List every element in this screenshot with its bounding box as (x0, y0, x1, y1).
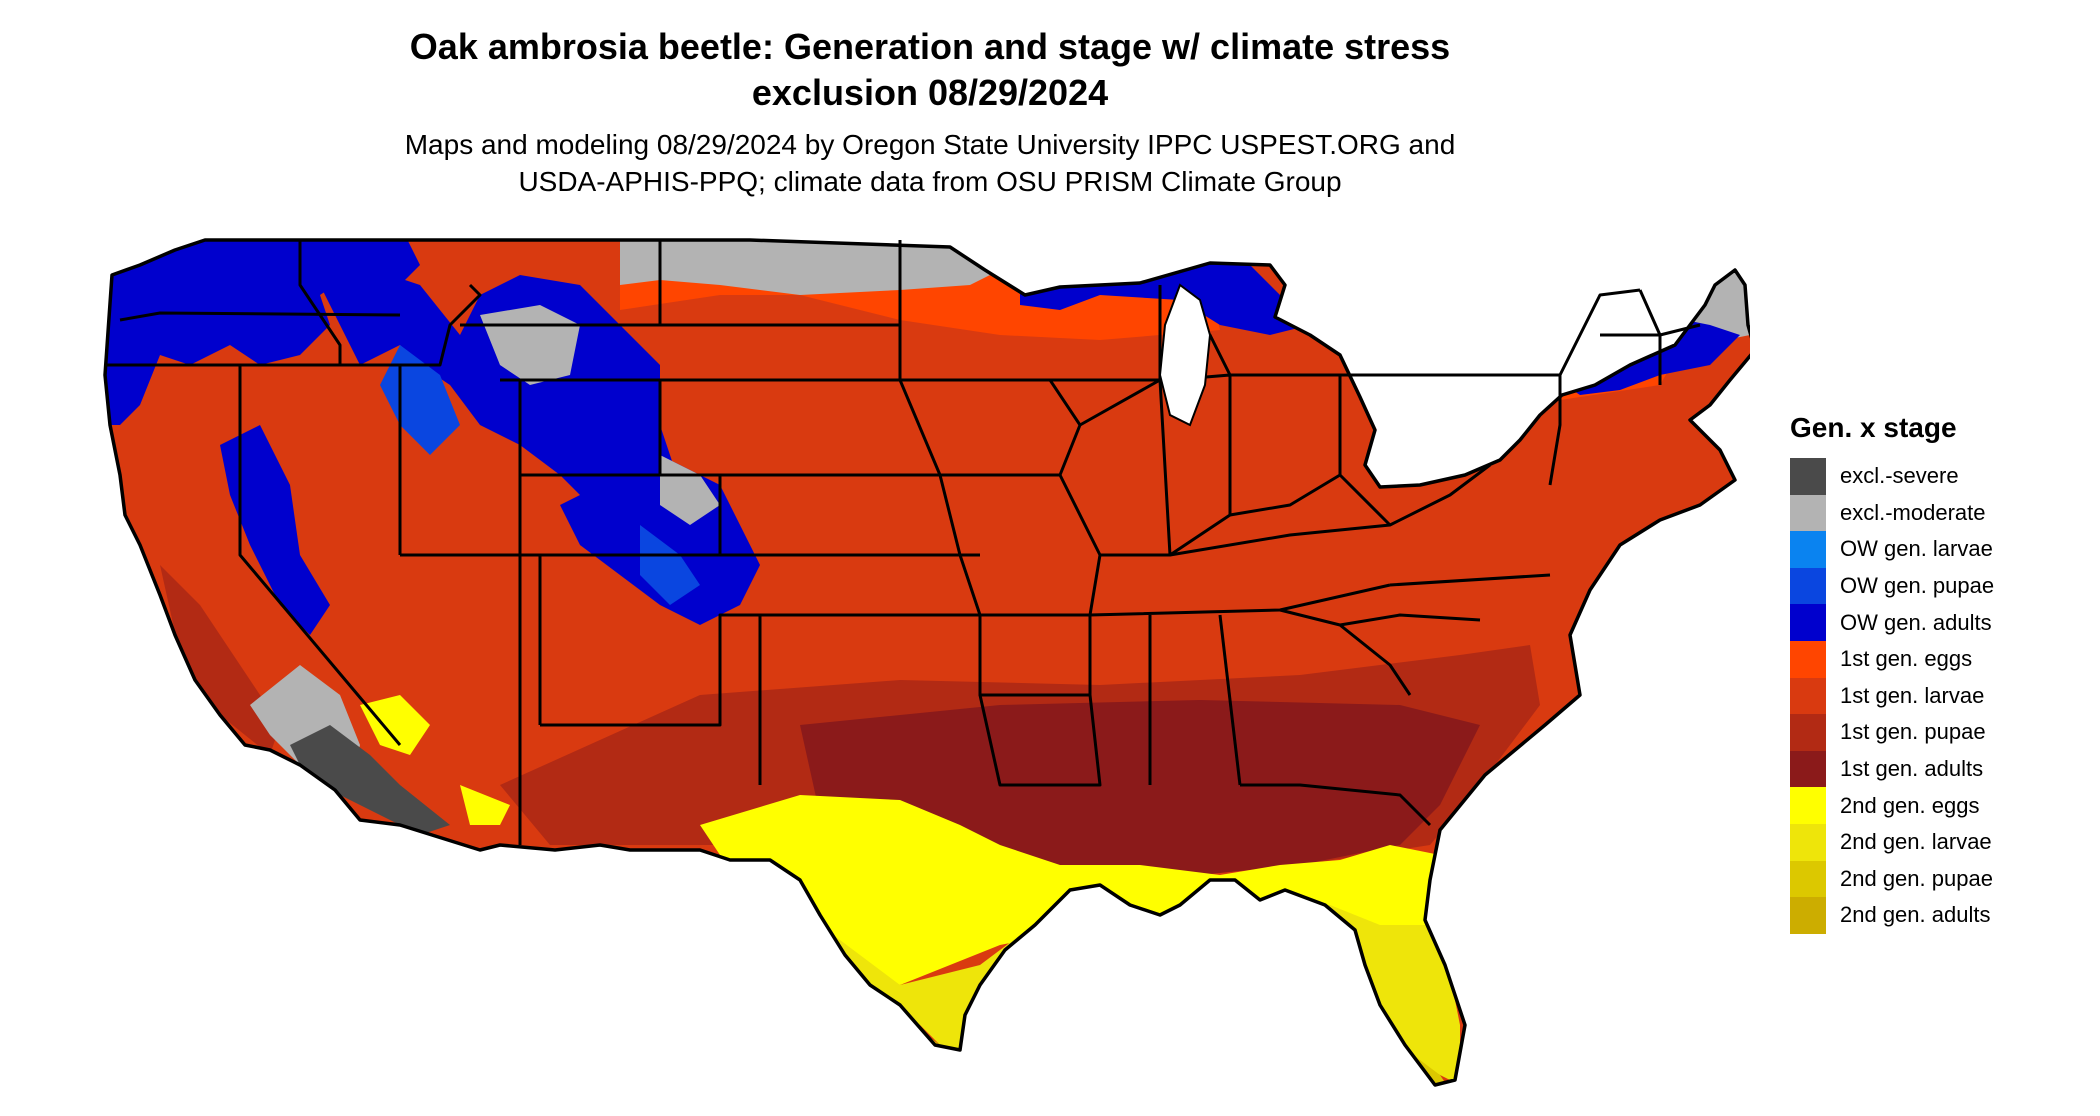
legend-swatch (1790, 714, 1826, 751)
region-excl-moderate-dakotas (620, 240, 1000, 295)
border-id-east (298, 240, 482, 367)
border-pa-ny (1340, 373, 1562, 486)
border-ca-nv (238, 365, 402, 746)
legend-label: 1st gen. eggs (1840, 646, 1973, 672)
border-co (540, 473, 722, 557)
legend-item: excl.-moderate (1790, 494, 1994, 532)
map-subtitle-line-1: Maps and modeling 08/29/2024 by Oregon S… (404, 129, 1456, 160)
legend-item: excl.-severe (1790, 458, 1994, 495)
border-nm-tx (540, 613, 762, 785)
border-va-nc (1389, 573, 1551, 587)
map-subtitle: Maps and modeling 08/29/2024 by Oregon S… (0, 126, 1860, 200)
legend-label: 2nd gen. pupae (1840, 865, 1993, 891)
region-excl-severe-southwest (290, 725, 450, 835)
legend-items: excl.-severe excl.-moderate OW gen. larvae… (1790, 458, 1994, 934)
border-la-ms (978, 694, 1102, 787)
region-2nd-gen-eggs-arizona (360, 695, 510, 825)
border-ar-la (978, 615, 1092, 697)
border-ga-sc (1279, 608, 1412, 696)
legend-title: Gen. x stage (1790, 412, 1957, 443)
border-nd-sd (658, 240, 900, 327)
legend-item: OW gen. larvae (1790, 531, 1994, 568)
legend-label: excl.-severe (1840, 463, 1959, 489)
legend-item: 2nd gen. larvae (1790, 823, 1994, 861)
border-fl (1240, 783, 1432, 827)
region-ow-pupae-rockies (380, 345, 700, 605)
legend-item: 2nd gen. eggs (1790, 787, 1994, 824)
legend-swatch (1790, 677, 1826, 715)
legend-item: 1st gen. pupae (1790, 714, 1994, 751)
region-2nd-gen-larvae (740, 885, 1460, 1085)
legend-label: 1st gen. adults (1840, 756, 1984, 782)
border-ny-east (1558, 288, 1641, 376)
state-borders (105, 240, 1701, 845)
legend-item: 1st gen. larvae (1790, 677, 1994, 715)
gen-stage-regions (105, 240, 1750, 1085)
legend: Gen. x stage excl.-severe excl.-moderate O… (1790, 412, 1994, 934)
legend-swatch (1790, 787, 1826, 824)
legend-item: 2nd gen. adults (1790, 897, 1994, 934)
legend-swatch (1790, 604, 1826, 641)
legend-swatch (1790, 494, 1826, 532)
legend-item: 1st gen. adults (1790, 750, 1994, 788)
legend-swatch (1790, 640, 1826, 678)
map-title: Oak ambrosia beetle: Generation and stag… (0, 24, 1860, 116)
legend-label: OW gen. pupae (1840, 573, 1995, 599)
legend-swatch (1790, 458, 1826, 495)
map-title-line-1: Oak ambrosia beetle: Generation and stag… (409, 26, 1451, 67)
legend-swatch (1790, 860, 1826, 898)
legend-label: OW gen. larvae (1840, 536, 1993, 562)
legend-swatch (1790, 531, 1826, 568)
border-mo (938, 474, 1102, 617)
border-va-wv (1338, 463, 1491, 527)
legend-item: 1st gen. eggs (1790, 640, 1994, 678)
legend-label: 2nd gen. adults (1840, 902, 1991, 928)
legend-swatch (1790, 823, 1826, 861)
legend-label: 2nd gen. eggs (1840, 792, 1980, 818)
legend-label: excl.-moderate (1840, 499, 1986, 525)
legend-item: 2nd gen. pupae (1790, 860, 1994, 898)
legend-label: 2nd gen. larvae (1840, 829, 1992, 855)
map-subtitle-line-2: USDA-APHIS-PPQ; climate data from OSU PR… (518, 166, 1342, 197)
us-map (103, 238, 1750, 1087)
legend-swatch (1790, 567, 1826, 605)
border-nc-sc (1339, 613, 1481, 627)
lake-michigan (1158, 283, 1212, 427)
border-al-ga (1218, 614, 1242, 786)
border-ky-tn (1100, 523, 1391, 557)
legend-label: 1st gen. pupae (1840, 719, 1986, 745)
legend-swatch (1790, 897, 1826, 934)
legend-swatch (1790, 750, 1826, 788)
legend-label: 1st gen. larvae (1840, 682, 1985, 708)
border-ut-co (518, 475, 542, 725)
legend-item: OW gen. adults (1790, 604, 1994, 641)
region-ow-adults-sierra (220, 425, 330, 635)
legend-label: OW gen. adults (1840, 609, 1992, 635)
map-title-line-2: exclusion 08/29/2024 (751, 72, 1109, 113)
legend-item: OW gen. pupae (1790, 567, 1995, 605)
